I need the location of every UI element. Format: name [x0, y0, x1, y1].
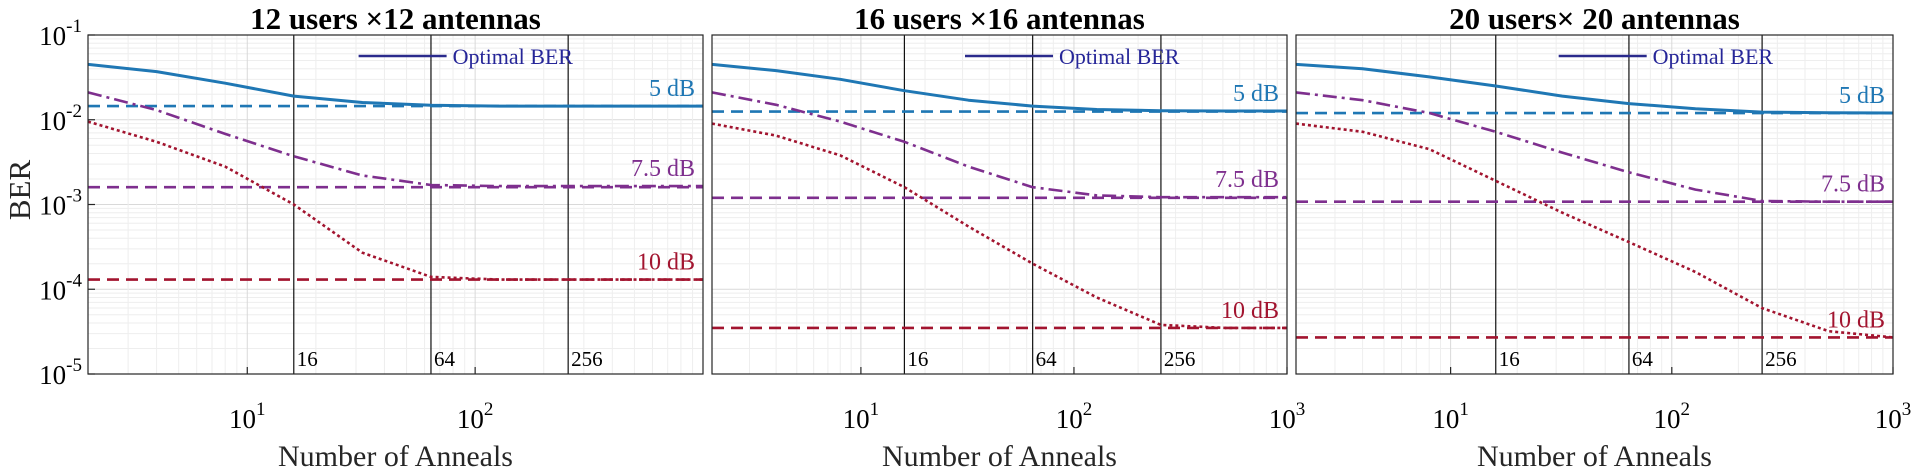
plot-frame [1295, 34, 1894, 375]
x-tick-label: 103 [1875, 399, 1912, 434]
ber-curve-5dB [87, 62, 703, 108]
ber-curve-5dB [711, 62, 1287, 113]
ber-curve-10dB [711, 122, 1287, 330]
panel-title: 16 users ×16 antennas [854, 1, 1145, 36]
curve-label-10dB: 10 dB [637, 250, 695, 276]
panel-title: 20 users× 20 antennas [1449, 1, 1740, 36]
x-tick-label: 101 [229, 399, 266, 434]
anneal-marker-label-64: 64 [1632, 347, 1654, 371]
legend-label: Optimal BER [1059, 44, 1180, 69]
x-tick-label: 102 [1056, 399, 1093, 434]
curve-label-75dB: 7.5 dB [1821, 172, 1885, 198]
ber-curve-5dB [1295, 62, 1894, 115]
ber-curve-75dB [1295, 91, 1893, 203]
y-tick-label: 10-4 [39, 270, 82, 305]
legend-label: Optimal BER [453, 44, 574, 69]
y-tick-label: 10-2 [39, 101, 82, 136]
panel-1: 16 64 256 5 dB 7.5 dB 10 dB Optimal BER 12 user… [39, 1, 704, 473]
plot-frame [711, 34, 1288, 375]
x-axis-label: Number of Anneals [1477, 440, 1712, 473]
curve-label-5dB: 5 dB [649, 76, 695, 102]
anneal-marker-label-256: 256 [1164, 347, 1196, 371]
x-axis-label: Number of Anneals [278, 440, 513, 473]
x-tick-label: 101 [1432, 399, 1469, 434]
anneal-marker-label-16: 16 [1499, 347, 1520, 371]
x-axis-label: Number of Anneals [882, 440, 1117, 473]
curve-label-75dB: 7.5 dB [1215, 167, 1279, 193]
panel-2: 16 64 256 5 dB 7.5 dB 10 dB Optimal BER 16 user… [711, 1, 1306, 473]
curve-label-10dB: 10 dB [1827, 307, 1885, 333]
ber-curve-10dB [1295, 122, 1894, 339]
ber-curve-75dB [711, 91, 1287, 199]
curve-label-75dB: 7.5 dB [631, 156, 695, 182]
curve-label-5dB: 5 dB [1233, 81, 1279, 107]
curve-label-10dB: 10 dB [1221, 298, 1279, 324]
anneal-marker-label-16: 16 [297, 347, 318, 371]
curve-label-5dB: 5 dB [1839, 83, 1885, 109]
ber-curve-10dB [87, 120, 703, 281]
x-tick-label: 102 [1654, 399, 1691, 434]
y-tick-label: 10-3 [39, 186, 82, 221]
anneal-marker-label-16: 16 [907, 347, 928, 371]
anneal-marker-label-256: 256 [571, 347, 603, 371]
y-axis-label: BER [2, 160, 37, 221]
legend-label: Optimal BER [1653, 44, 1774, 69]
anneal-marker-label-64: 64 [434, 347, 456, 371]
anneal-marker-label-64: 64 [1036, 347, 1058, 371]
panel-3: 16 64 256 5 dB 7.5 dB 10 dB Optimal BER 20 user… [1295, 1, 1912, 473]
panel-title: 12 users ×12 antennas [250, 1, 541, 36]
y-tick-label: 10-5 [39, 355, 82, 390]
anneal-marker-label-256: 256 [1765, 347, 1797, 371]
x-tick-label: 102 [457, 399, 494, 434]
y-tick-label: 10-1 [39, 16, 82, 51]
x-tick-label: 101 [843, 399, 880, 434]
x-tick-label: 103 [1269, 399, 1306, 434]
